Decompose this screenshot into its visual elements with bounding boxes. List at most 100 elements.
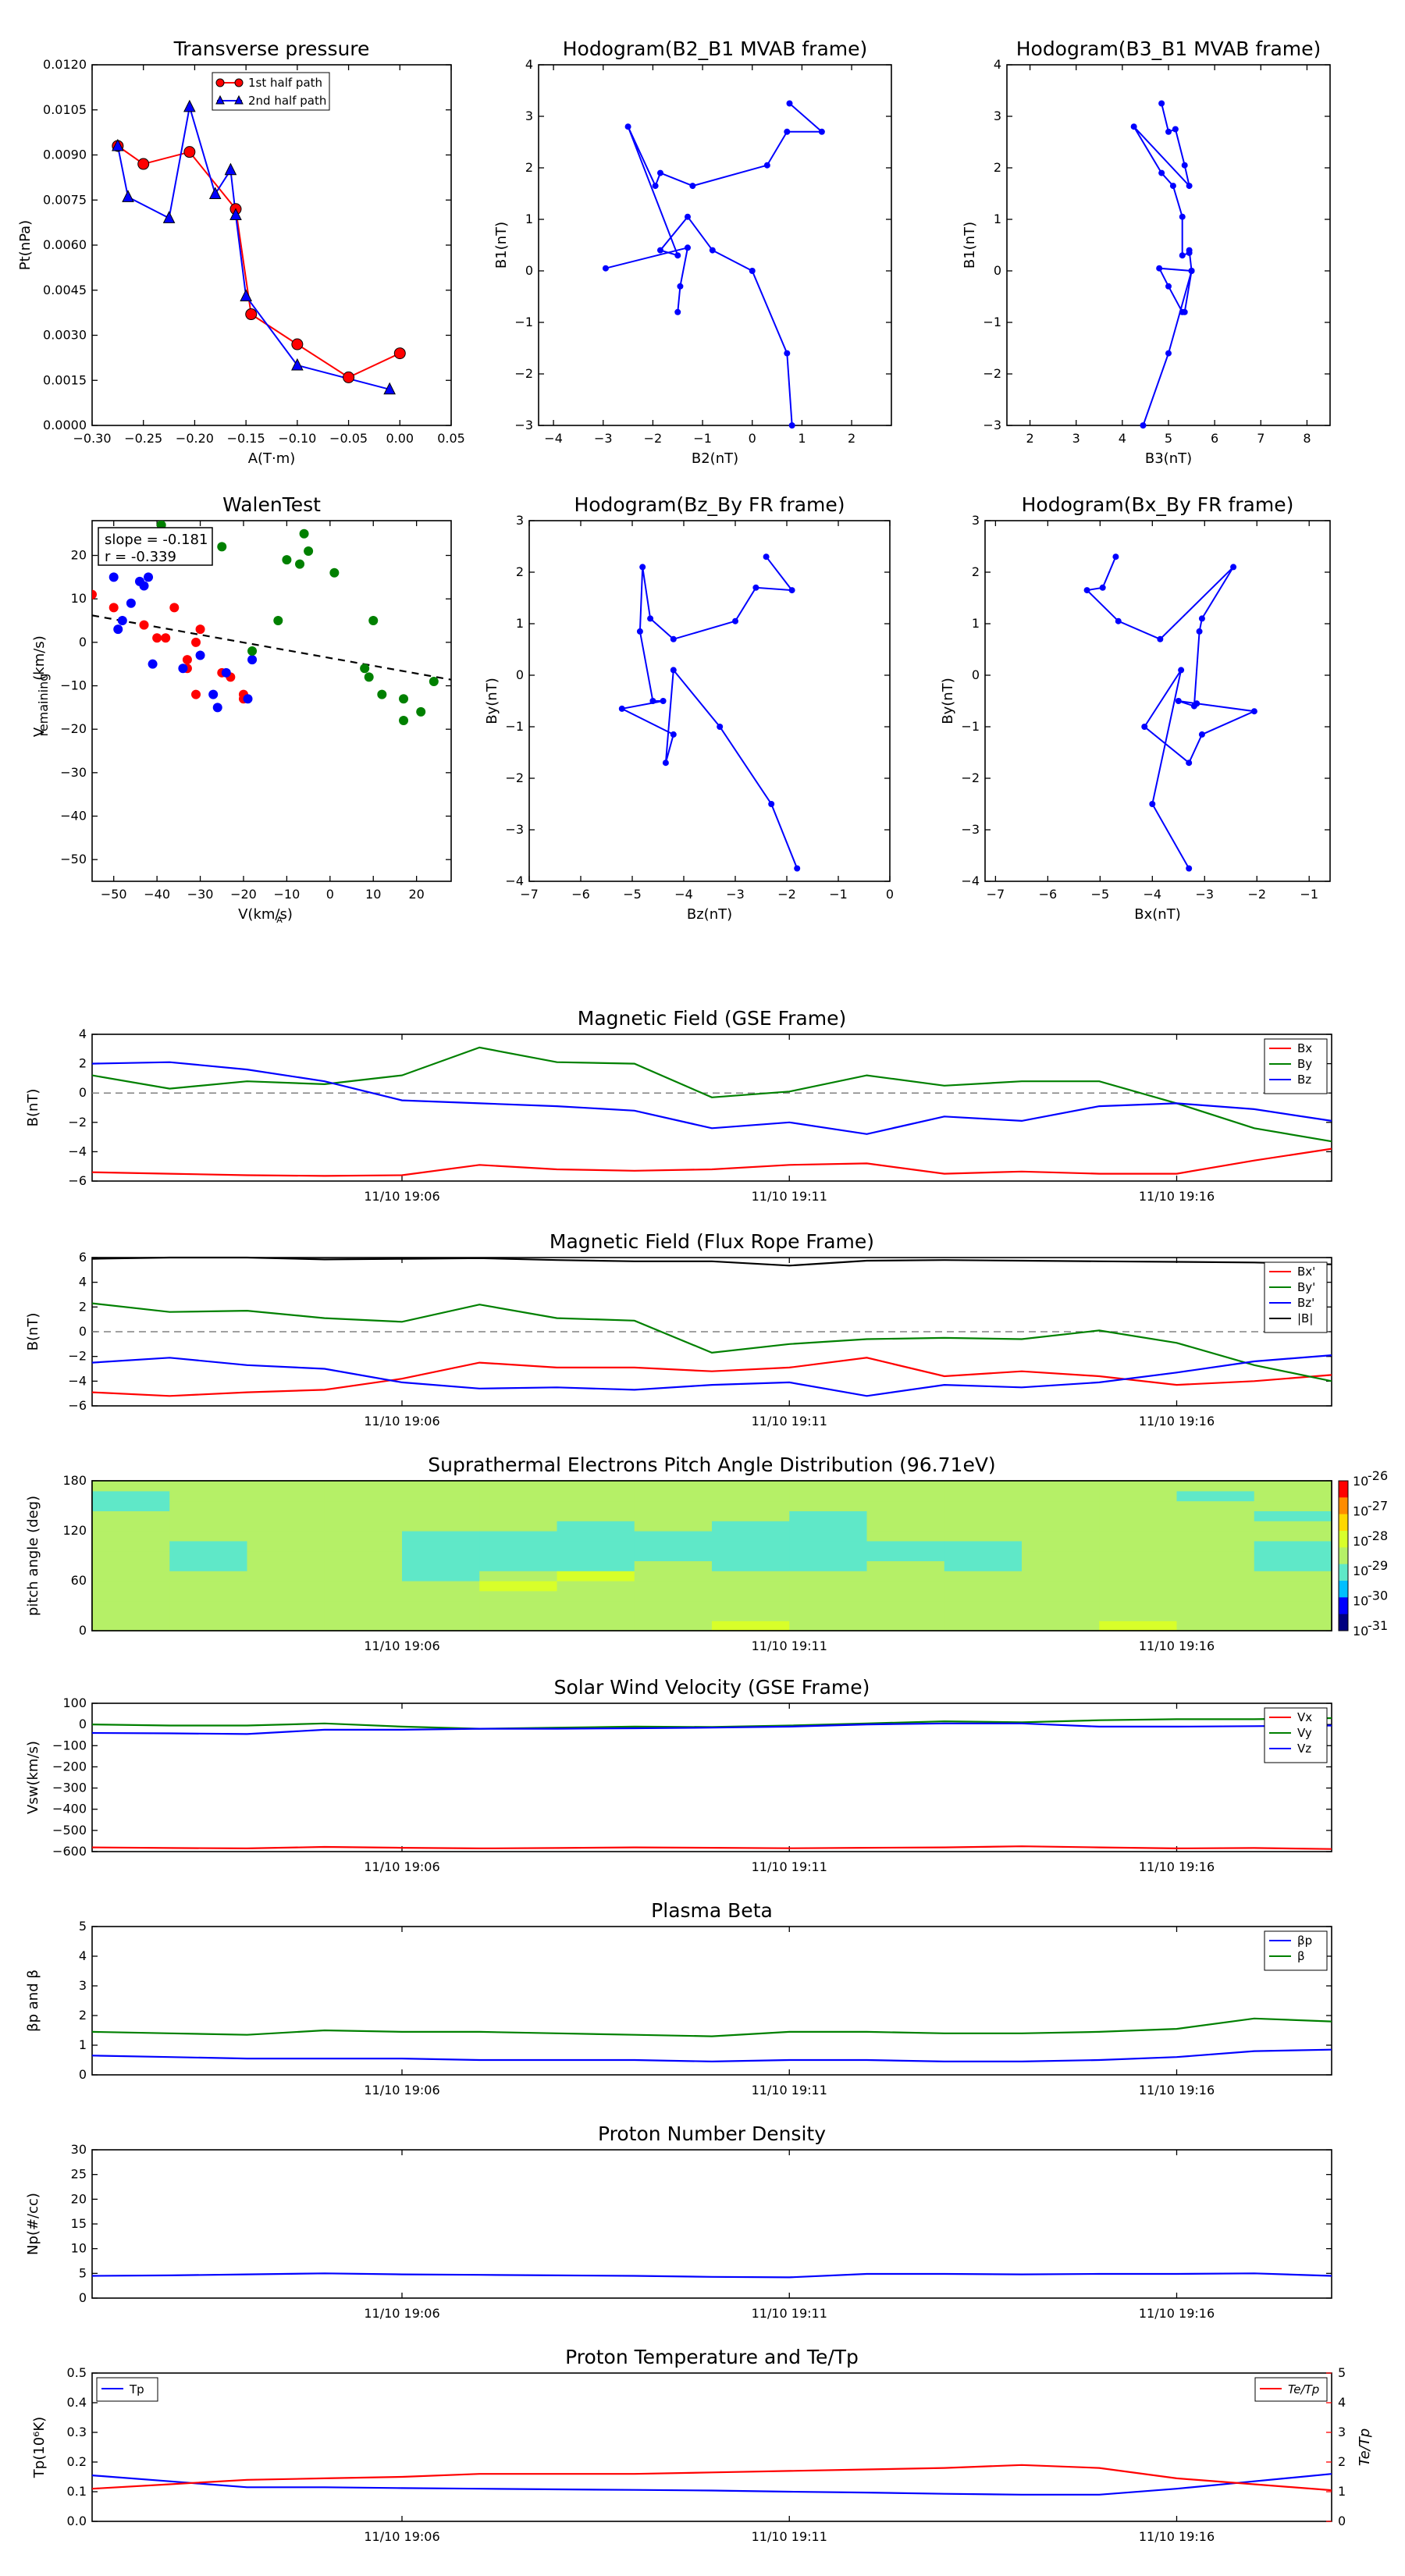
- walen-point-red: [152, 633, 162, 642]
- y-tick-label-right: 3: [1338, 2425, 1346, 2439]
- colorbar-tick-base: 10: [1353, 1474, 1368, 1489]
- x-axis-label: V(km/s): [238, 906, 293, 923]
- hodogram-point: [637, 628, 643, 635]
- heatmap-cell: [867, 1621, 945, 1631]
- walen-point-blue: [208, 690, 218, 699]
- hodogram-point: [1189, 268, 1195, 274]
- x-tick-label: −0.05: [329, 431, 368, 446]
- point-2nd-half: [240, 290, 251, 301]
- legend-label: Vy: [1297, 1726, 1312, 1740]
- heatmap-cell: [944, 1501, 1023, 1511]
- heatmap-cell: [1177, 1481, 1255, 1491]
- heatmap-cell: [867, 1581, 945, 1591]
- hodogram-point: [670, 667, 677, 673]
- y-tick-label: 0: [79, 635, 87, 649]
- heatmap-cell: [1022, 1510, 1100, 1521]
- y-tick-label-right: 2: [1338, 2454, 1346, 2469]
- walen-point-green: [295, 560, 304, 569]
- heatmap-cell: [1022, 1560, 1100, 1571]
- proton-temperature-chart: 0.00.10.20.30.40.501234511/10 19:06 11/10…: [31, 2346, 1373, 2544]
- heatmap-cell: [92, 1501, 170, 1511]
- hodogram-point: [1158, 170, 1165, 176]
- heatmap-cell: [557, 1601, 635, 1611]
- time-tick-label: 11/10 19:06: [364, 2083, 439, 2097]
- heatmap-cell: [169, 1621, 247, 1631]
- chart-title: Hodogram(Bx_By FR frame): [1022, 493, 1294, 516]
- heatmap-cell: [867, 1510, 945, 1521]
- heatmap-cell: [479, 1571, 557, 1581]
- heatmap-cell: [789, 1551, 867, 1561]
- proton-density-chart: 05101520253011/10 19:06 11/10 19:11 11/10 …: [25, 2122, 1332, 2321]
- hodogram-point: [1199, 615, 1205, 621]
- colorbar-segment: [1339, 1581, 1348, 1598]
- heatmap-cell: [1022, 1621, 1100, 1631]
- x-tick-label: 6: [1211, 431, 1218, 446]
- heatmap-cell: [1099, 1501, 1177, 1511]
- x-tick-label: −1: [693, 431, 712, 446]
- heatmap-cell: [169, 1541, 247, 1551]
- heatmap-cell: [557, 1501, 635, 1511]
- y-axis-label-right: Te/Tp: [1357, 2428, 1373, 2466]
- heatmap-cell: [1177, 1510, 1255, 1521]
- y-tick-label-right: 5: [1338, 2365, 1346, 2380]
- heatmap-cell: [557, 1541, 635, 1551]
- heatmap-cell: [1254, 1531, 1332, 1541]
- hodogram-point: [674, 252, 681, 258]
- walen-point-green: [273, 616, 283, 625]
- heatmap-cell: [557, 1481, 635, 1491]
- y-tick-label: 0: [79, 1324, 87, 1339]
- time-tick-label: 11/10 19:16: [1139, 1189, 1215, 1204]
- hodogram-line: [622, 557, 797, 868]
- heatmap-cell: [635, 1501, 713, 1511]
- x-tick-label: −4: [674, 887, 693, 902]
- hodogram-point: [786, 101, 792, 107]
- y-tick-label: 1: [525, 212, 533, 226]
- y-axis-label: B(nT): [25, 1089, 41, 1127]
- y-tick-label: 4: [79, 1026, 87, 1041]
- heatmap-cell: [1022, 1601, 1100, 1611]
- heatmap-cell: [789, 1621, 867, 1631]
- chart-title: Solar Wind Velocity (GSE Frame): [554, 1676, 870, 1699]
- y-tick-label: 20: [71, 548, 87, 563]
- x-tick-label: −7: [987, 887, 1005, 902]
- heatmap-cell: [867, 1551, 945, 1561]
- heatmap-cell: [1099, 1481, 1177, 1491]
- hodogram-point: [1178, 667, 1184, 673]
- heatmap-cell: [557, 1560, 635, 1571]
- heatmap-cell: [402, 1610, 480, 1621]
- time-tick-label: 11/10 19:06: [364, 1859, 439, 1874]
- hodogram-point: [789, 422, 795, 429]
- chart-title: Proton Temperature and Te/Tp: [565, 2346, 859, 2368]
- heatmap-cell: [169, 1560, 247, 1571]
- x-tick-label: 20: [408, 887, 424, 902]
- walen-point-blue: [222, 668, 231, 678]
- y-axis-label: βp and β: [25, 1969, 41, 2032]
- heatmap-cell: [712, 1491, 790, 1501]
- y-tick-label: −2: [68, 1115, 87, 1130]
- colorbar-tick-base: 10: [1353, 1503, 1368, 1518]
- chart-title: Hodogram(Bz_By FR frame): [574, 493, 845, 516]
- x-tick-label: −6: [1039, 887, 1058, 902]
- hodogram-point: [1179, 214, 1186, 220]
- heatmap-cell: [789, 1481, 867, 1491]
- heatmap-cell: [557, 1491, 635, 1501]
- walen-point-blue: [148, 660, 158, 669]
- y-tick-label: 3: [525, 109, 533, 123]
- heatmap-cell: [247, 1531, 325, 1541]
- hodogram-point: [1165, 283, 1172, 290]
- heatmap-cell: [325, 1610, 403, 1621]
- heatmap-cell: [325, 1560, 403, 1571]
- heatmap-cell: [1177, 1601, 1255, 1611]
- y-tick-label: 100: [62, 1695, 87, 1710]
- y-axis-label: B1(nT): [493, 222, 510, 269]
- chart-title: WalenTest: [222, 493, 321, 516]
- heatmap-cell: [325, 1581, 403, 1591]
- heatmap-cell: [1177, 1571, 1255, 1581]
- heatmap-cell: [635, 1610, 713, 1621]
- heatmap-cell: [169, 1491, 247, 1501]
- plot-frame: [1007, 65, 1330, 425]
- hodogram-point: [1156, 265, 1162, 272]
- y-tick-label: 0: [79, 1085, 87, 1100]
- hodogram-point: [784, 350, 790, 357]
- y-tick-label: −4: [68, 1144, 87, 1158]
